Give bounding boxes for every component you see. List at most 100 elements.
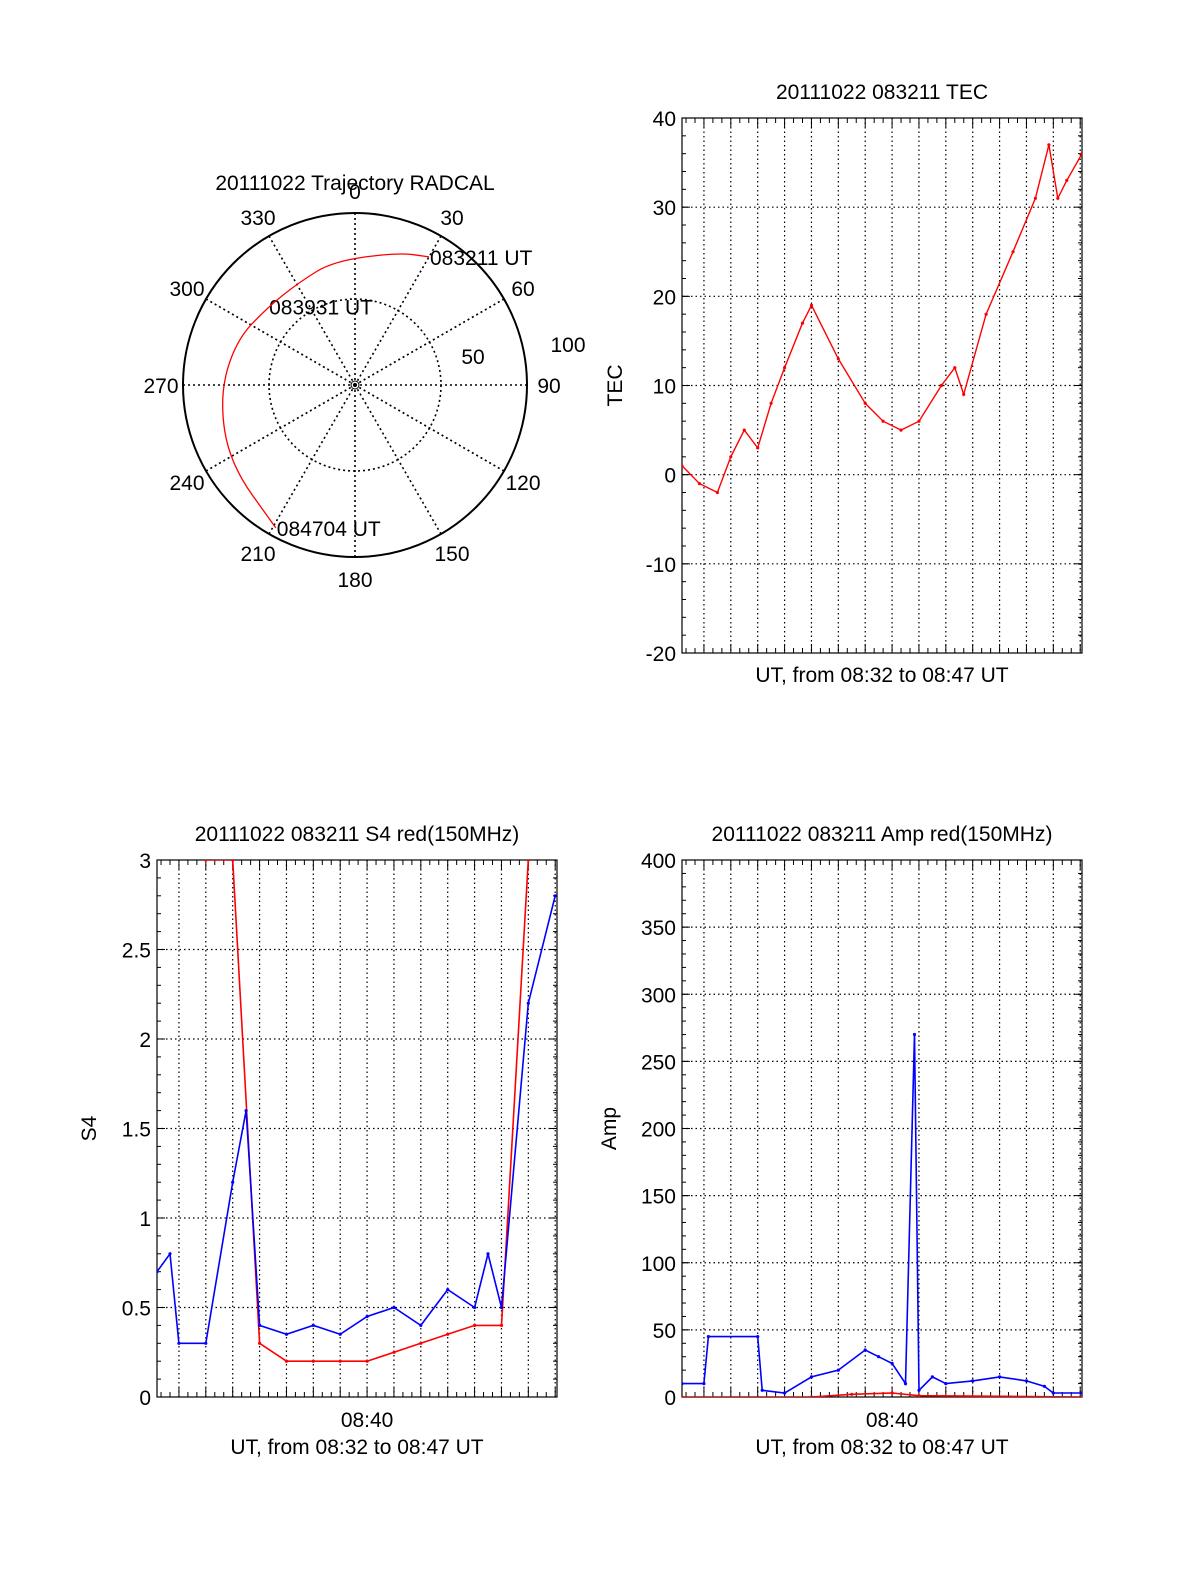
y-tick-label: 0.5 <box>122 1298 151 1321</box>
trajectory-time-label: 083211 UT <box>430 247 533 270</box>
series-point <box>903 1382 908 1386</box>
series-point <box>930 1375 935 1379</box>
tec-axes: -20 -10 0 10 20 30 40 <box>646 108 1083 666</box>
polar-labels: 0 30 60 90 120 150 180 210 240 270 300 330 50 100 0832… <box>143 181 585 592</box>
tec-plot: 20111022 083211 TEC UT, from 08:32 to 08… <box>604 81 1083 687</box>
y-tick-label: 0 <box>139 1387 151 1410</box>
azimuth-label-60: 60 <box>511 278 534 301</box>
series-point <box>890 1391 894 1395</box>
y-tick-label: 50 <box>653 1320 676 1343</box>
azimuth-label-180: 180 <box>337 569 372 592</box>
y-tick-label: 20 <box>653 286 676 309</box>
series-point <box>446 1332 450 1336</box>
y-tick-label: 1 <box>139 1208 151 1231</box>
series-point <box>917 419 921 423</box>
series-point <box>877 1355 881 1359</box>
series-point <box>682 1395 684 1397</box>
series-point <box>526 1001 530 1005</box>
series-point <box>682 464 684 468</box>
series-point <box>863 401 867 405</box>
y-tick-label: -20 <box>646 643 676 666</box>
series-point <box>944 1382 948 1386</box>
s4-series <box>157 860 557 1363</box>
y-tick-label: 2.5 <box>122 940 151 963</box>
azimuth-label-330: 330 <box>240 207 275 230</box>
series-point <box>553 894 557 898</box>
series-point <box>939 383 944 388</box>
series-point <box>953 366 957 370</box>
amp-title: 20111022 083211 Amp red(150MHz) <box>712 823 1053 846</box>
series-point <box>204 860 208 862</box>
series-point <box>809 303 814 307</box>
series-point <box>809 1395 814 1397</box>
series-point <box>1051 1391 1055 1395</box>
azimuth-label-270: 270 <box>143 375 178 398</box>
series-point <box>1024 1379 1029 1383</box>
y-tick-label: 2 <box>139 1029 151 1052</box>
series-point <box>917 1394 921 1397</box>
y-tick-label: 400 <box>641 850 676 873</box>
y-tick-label: 200 <box>641 1119 676 1142</box>
radius-label-100: 100 <box>550 334 585 357</box>
series-point <box>836 357 840 361</box>
y-tick-label: 150 <box>641 1186 676 1209</box>
series-point <box>231 860 235 862</box>
y-tick-label: 0 <box>664 465 676 488</box>
series-line-0 <box>682 144 1082 494</box>
series-point <box>157 1270 159 1274</box>
y-tick-label: 0 <box>664 1387 676 1410</box>
series-point <box>168 1252 172 1256</box>
series-point <box>912 1032 917 1037</box>
series-point <box>244 1109 248 1113</box>
polar-center-mark <box>350 380 360 390</box>
series-point <box>284 1359 289 1363</box>
series-point <box>473 1305 477 1310</box>
y-tick-label: 40 <box>653 108 676 131</box>
series-point <box>311 1323 315 1327</box>
y-tick-label: 3 <box>139 850 151 873</box>
series-point <box>1011 250 1015 254</box>
series-point <box>1056 196 1060 200</box>
azimuth-label-0: 0 <box>349 181 361 204</box>
trajectory-series <box>222 253 430 529</box>
y-tick-label: -10 <box>646 554 676 577</box>
series-point <box>1080 1391 1082 1395</box>
x-tick-label: 08:40 <box>341 1409 394 1432</box>
series-point <box>486 1252 490 1256</box>
series-point <box>284 1332 289 1336</box>
series-point <box>338 1332 342 1336</box>
azimuth-label-240: 240 <box>169 472 204 495</box>
series-point <box>756 1335 760 1339</box>
series-point <box>998 1375 1002 1379</box>
series-point <box>962 392 966 396</box>
series-point <box>419 1341 423 1345</box>
series-point <box>706 1335 711 1339</box>
y-tick-label: 1.5 <box>122 1119 151 1142</box>
series-line-1 <box>682 1392 1082 1397</box>
series-point <box>890 1361 894 1365</box>
y-tick-label: 250 <box>641 1051 676 1074</box>
polar-spoke-300 <box>205 298 356 386</box>
polar-spoke-60 <box>354 298 505 386</box>
series-point <box>971 1379 975 1383</box>
series-point <box>729 455 733 459</box>
series-point <box>1080 152 1082 156</box>
series-point <box>499 1305 504 1310</box>
series-point <box>258 1323 262 1327</box>
series-point <box>800 321 805 325</box>
amp-plot: 20111022 083211 Amp red(150MHz) UT, from… <box>598 823 1083 1459</box>
series-point <box>850 1392 854 1396</box>
series-point <box>917 1388 921 1392</box>
polar-spoke-30 <box>354 235 442 386</box>
s4-title: 20111022 083211 S4 red(150MHz) <box>195 823 520 846</box>
series-point <box>392 1350 396 1354</box>
series-point <box>760 1388 764 1392</box>
series-point <box>204 1341 208 1345</box>
tec-series <box>682 143 1082 495</box>
series-point <box>836 1368 840 1372</box>
amp-series <box>682 1032 1082 1397</box>
series-point <box>881 419 885 423</box>
trajectory-line <box>222 253 430 529</box>
polar-title: 20111022 Trajectory RADCAL <box>215 172 494 195</box>
azimuth-label-90: 90 <box>537 375 560 398</box>
